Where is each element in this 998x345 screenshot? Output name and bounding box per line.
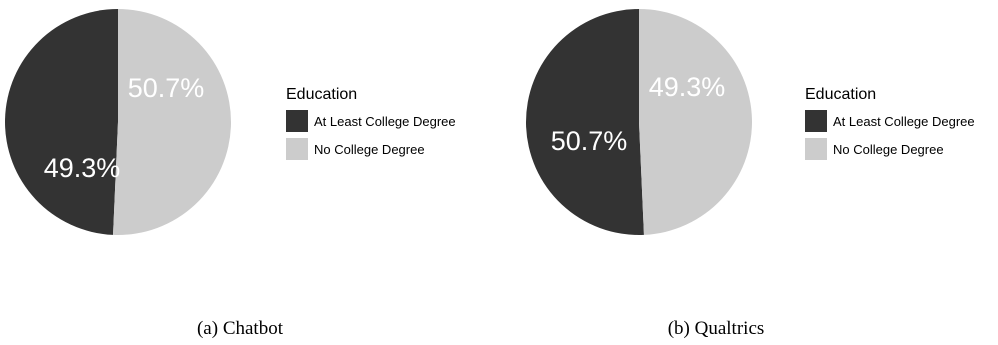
legend-swatch xyxy=(805,110,827,132)
legend-swatch xyxy=(805,138,827,160)
legend-label: At Least College Degree xyxy=(314,113,456,129)
chart-panel-chatbot: 49.3% 50.7% Education At Least College De… xyxy=(5,9,456,339)
legend-item-college-degree: At Least College Degree xyxy=(286,108,456,134)
pie-chart: 50.7% 49.3% xyxy=(525,9,752,235)
pie-slice-label: 50.7% xyxy=(551,126,628,156)
chart-caption: (b) Qualtrics xyxy=(667,318,765,339)
pie-slice-label: 50.7% xyxy=(128,73,205,103)
legend-title: Education xyxy=(805,86,877,103)
pie-slice-college-degree xyxy=(5,9,118,235)
pie-slice-college-degree xyxy=(525,9,644,235)
legend-title: Education xyxy=(286,86,358,103)
pie-chart: 49.3% 50.7% xyxy=(5,9,232,236)
pie-slice-label: 49.3% xyxy=(44,153,121,183)
legend-item-college-degree: At Least College Degree xyxy=(805,108,975,134)
legend-item-no-college-degree: No College Degree xyxy=(805,136,975,162)
legend: Education At Least College Degree No Col… xyxy=(805,86,975,164)
legend-label: No College Degree xyxy=(314,141,425,157)
pie-slice-no-college-degree xyxy=(113,9,232,236)
legend-swatch xyxy=(286,110,308,132)
pie-slice-no-college-degree xyxy=(639,9,752,235)
pie-slice-label: 49.3% xyxy=(649,72,726,102)
legend-item-no-college-degree: No College Degree xyxy=(286,136,456,162)
legend-swatch xyxy=(286,138,308,160)
chart-panel-qualtrics: 50.7% 49.3% Education At Least College De… xyxy=(499,0,998,345)
legend: Education At Least College Degree No Col… xyxy=(286,86,456,164)
legend-label: No College Degree xyxy=(833,141,944,157)
legend-label: At Least College Degree xyxy=(833,113,975,129)
chart-caption: (a) Chatbot xyxy=(196,318,283,339)
